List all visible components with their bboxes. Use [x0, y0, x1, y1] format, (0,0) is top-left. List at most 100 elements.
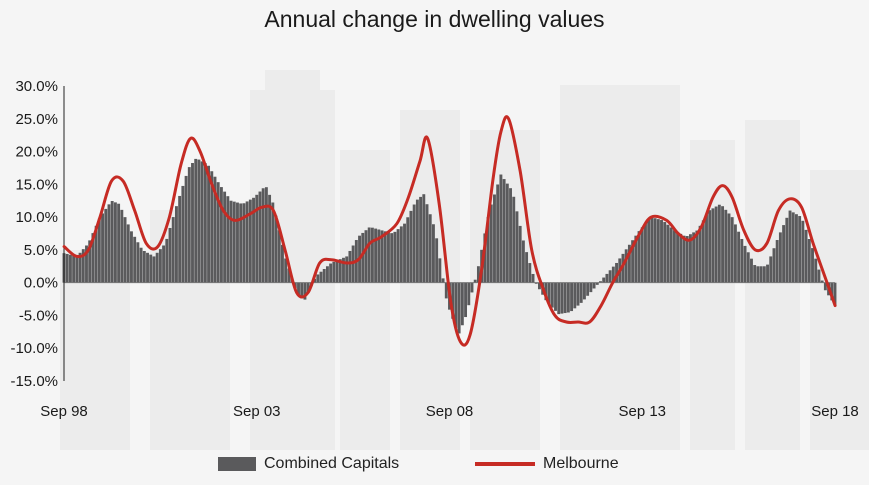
bar — [464, 282, 468, 318]
bar — [306, 282, 310, 293]
bar — [727, 213, 731, 283]
bar — [717, 204, 721, 283]
bar — [528, 263, 532, 283]
bar — [441, 278, 445, 283]
bar — [473, 279, 477, 283]
bar — [775, 240, 779, 283]
bar — [586, 282, 590, 296]
bar — [252, 197, 255, 283]
bar — [560, 282, 564, 314]
melbourne-line — [62, 115, 837, 347]
bar — [570, 282, 574, 312]
bar — [476, 266, 480, 283]
bar — [236, 202, 239, 283]
bar — [608, 270, 612, 283]
bar — [554, 282, 557, 311]
bar — [486, 217, 490, 283]
x-tick-label: Sep 08 — [426, 403, 474, 420]
bar — [534, 282, 538, 284]
bar — [387, 232, 390, 283]
bar — [162, 245, 166, 283]
y-tick-label: -15.0% — [10, 373, 58, 390]
bar — [711, 208, 715, 283]
bar — [342, 257, 345, 283]
bar — [255, 194, 259, 283]
bar — [682, 235, 686, 283]
bar — [303, 282, 307, 300]
y-tick-label: 15.0% — [15, 176, 58, 193]
bar — [107, 204, 111, 283]
bar — [573, 282, 577, 309]
bar — [258, 191, 262, 283]
bar — [493, 194, 496, 283]
bar — [390, 233, 394, 283]
bar — [679, 233, 683, 283]
bar — [361, 232, 365, 283]
bar — [261, 188, 265, 283]
bar — [370, 227, 374, 283]
bar — [409, 210, 413, 283]
bar — [550, 282, 554, 308]
bar — [367, 227, 371, 283]
bar — [422, 194, 426, 283]
bar — [640, 227, 644, 283]
bar — [599, 281, 602, 283]
bar — [505, 183, 509, 283]
legend-label-combined-capitals: Combined Capitals — [264, 455, 400, 472]
bar — [319, 271, 323, 283]
bar — [557, 282, 561, 315]
bar — [75, 256, 79, 283]
y-tick-label: 0.0% — [24, 275, 58, 292]
bar — [627, 244, 631, 283]
bar — [229, 200, 233, 283]
bar — [759, 266, 763, 283]
bar — [130, 231, 133, 283]
bar — [538, 282, 541, 290]
bar — [428, 214, 432, 283]
bar — [435, 238, 439, 283]
bar — [692, 232, 696, 283]
bar — [454, 282, 458, 328]
bar — [502, 179, 506, 283]
bar — [184, 175, 188, 283]
bar — [85, 245, 88, 283]
bar — [216, 182, 220, 283]
bar — [621, 253, 625, 283]
bar — [406, 217, 410, 283]
y-tick-label: 30.0% — [15, 78, 58, 95]
bar — [766, 264, 769, 283]
bar — [634, 235, 638, 283]
x-axis-ticks: Sep 98 Sep 03 Sep 08 Sep 13 Sep 18 — [40, 403, 859, 420]
bar — [833, 282, 837, 306]
bar — [595, 282, 599, 285]
bar — [117, 203, 121, 283]
bar — [72, 255, 76, 283]
bar — [239, 203, 243, 283]
bar — [515, 211, 519, 283]
bar — [223, 191, 227, 283]
chart-title: Annual change in dwelling values — [264, 6, 605, 32]
bar — [191, 163, 194, 283]
bar — [200, 161, 204, 283]
bar — [653, 218, 657, 283]
legend-combined-capitals: Combined Capitals — [218, 455, 399, 473]
bar — [798, 216, 802, 283]
bar — [142, 250, 146, 283]
bar — [457, 282, 461, 334]
bar — [351, 245, 355, 283]
bar — [377, 229, 381, 283]
bar — [785, 217, 789, 283]
bar — [396, 229, 400, 283]
bar — [592, 282, 596, 289]
bar — [807, 239, 811, 283]
bar — [419, 196, 423, 283]
bar — [531, 273, 535, 283]
bar — [194, 158, 198, 283]
bar — [743, 245, 747, 283]
bar — [412, 204, 416, 283]
bar — [165, 238, 169, 283]
bar — [126, 224, 130, 283]
bar — [281, 244, 284, 283]
bar — [444, 282, 448, 299]
